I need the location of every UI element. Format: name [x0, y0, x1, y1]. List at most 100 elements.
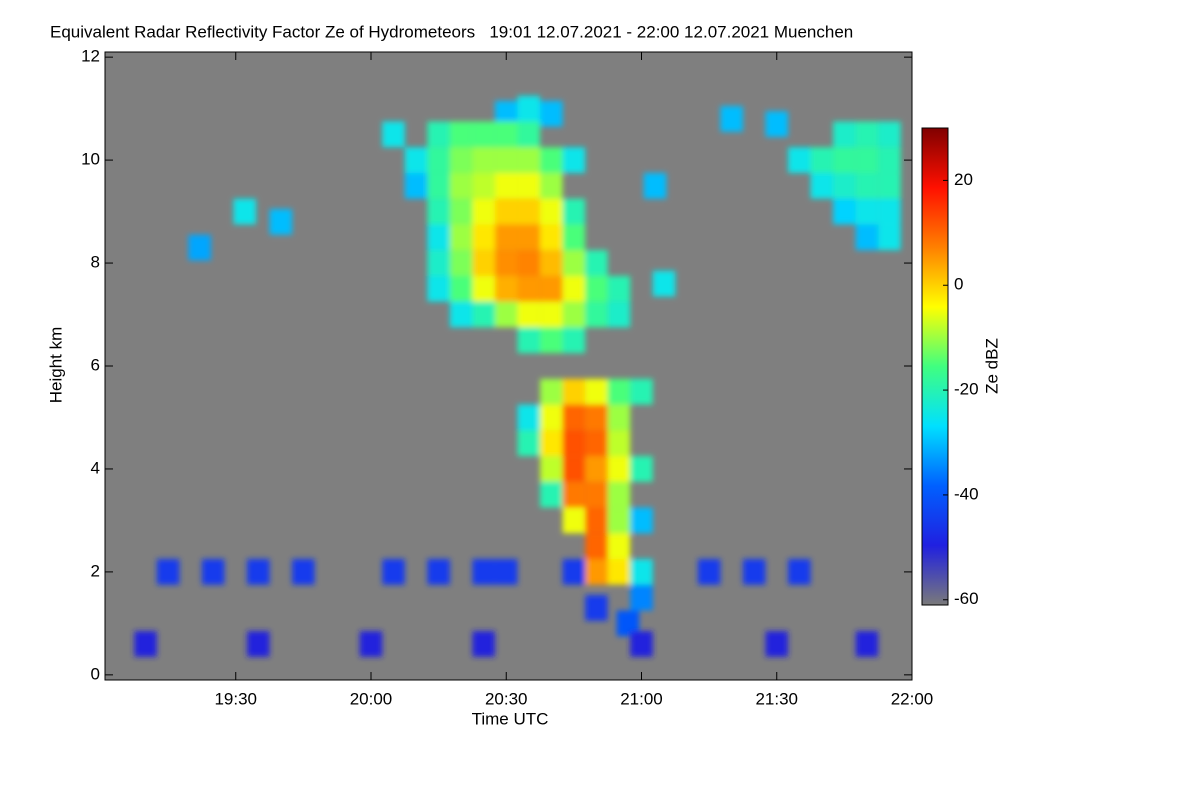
cell [607, 301, 631, 328]
cell [404, 172, 428, 199]
cell [494, 301, 518, 328]
cell [517, 275, 541, 302]
x-tick-label: 20:30 [485, 689, 528, 708]
cell [585, 250, 608, 276]
cell [585, 301, 608, 328]
cell [517, 430, 541, 457]
cell [472, 224, 495, 251]
cell [449, 301, 473, 328]
cell [540, 481, 563, 508]
cell [720, 106, 743, 132]
x-tick-label: 21:00 [620, 689, 663, 708]
cell [247, 559, 270, 585]
cell [630, 559, 653, 585]
cell [517, 172, 541, 199]
cell [585, 404, 608, 431]
cell [540, 198, 563, 225]
cell [156, 559, 180, 585]
cell [562, 559, 586, 585]
cell [810, 172, 834, 199]
cell [742, 559, 766, 585]
cell [562, 327, 586, 354]
cell [449, 121, 473, 148]
cell [562, 507, 586, 534]
cell [630, 631, 653, 657]
cell [788, 559, 811, 585]
cell [855, 147, 879, 173]
cell [269, 209, 293, 235]
cell [517, 147, 541, 173]
cell [540, 327, 563, 354]
cell [585, 481, 608, 508]
cell [517, 95, 541, 122]
cell [201, 559, 225, 585]
cell [562, 430, 586, 457]
cell [540, 224, 563, 251]
cell [697, 559, 721, 585]
cell [855, 631, 879, 657]
cell [607, 481, 631, 508]
cell [540, 147, 563, 173]
cell [585, 378, 608, 405]
cell [449, 224, 473, 251]
cell [427, 275, 450, 302]
cell [630, 507, 653, 534]
cell [562, 301, 586, 328]
cell [585, 456, 608, 482]
cell [188, 234, 211, 261]
y-tick-label: 0 [91, 664, 100, 683]
x-axis-label: Time UTC [472, 709, 549, 728]
cell [810, 147, 834, 173]
cell [833, 198, 856, 225]
cell [427, 250, 450, 276]
cell [472, 198, 495, 225]
cell [585, 430, 608, 457]
cell [494, 172, 518, 199]
cell [765, 111, 789, 137]
cell [562, 456, 586, 482]
cell [878, 147, 901, 173]
cell [630, 456, 653, 482]
cell [472, 121, 495, 148]
cell [540, 301, 563, 328]
x-tick-label: 19:30 [214, 689, 257, 708]
cell [540, 250, 563, 276]
cell [449, 275, 473, 302]
cell [562, 481, 586, 508]
heatmap [134, 95, 901, 657]
cell [643, 172, 667, 199]
cell [427, 172, 450, 199]
cell [562, 404, 586, 431]
cell [878, 224, 901, 251]
cell [517, 198, 541, 225]
cell [585, 533, 608, 560]
colorbar-tick-label: 0 [954, 275, 963, 294]
cell [540, 100, 563, 127]
cell [517, 224, 541, 251]
cell [472, 147, 495, 173]
cell [585, 507, 608, 534]
cell [607, 559, 631, 585]
cell [855, 121, 879, 148]
cell [517, 404, 541, 431]
cell [494, 559, 518, 585]
cell [562, 250, 586, 276]
cell [494, 224, 518, 251]
cell [878, 121, 901, 148]
cell [517, 250, 541, 276]
cell [607, 456, 631, 482]
cell [540, 275, 563, 302]
cell [472, 559, 495, 585]
cell [494, 275, 518, 302]
cell [652, 270, 676, 297]
cell [382, 559, 405, 585]
cell [382, 121, 405, 148]
cell [233, 198, 257, 225]
cell [494, 121, 518, 148]
cell [540, 404, 563, 431]
cell [562, 147, 586, 173]
cell [247, 631, 270, 657]
cell [607, 275, 631, 302]
cell [607, 507, 631, 534]
